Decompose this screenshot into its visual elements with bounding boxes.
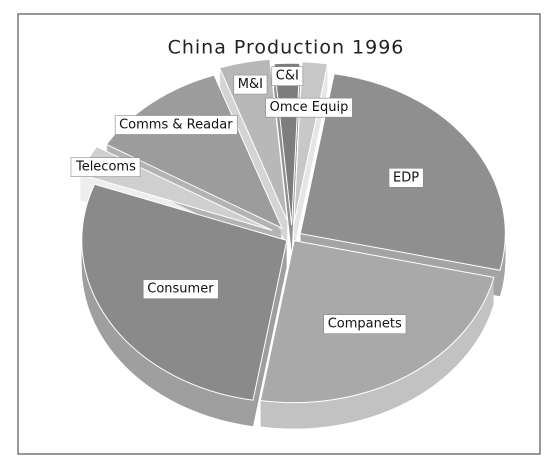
label-box — [323, 314, 407, 335]
label-box — [233, 74, 268, 95]
label-box — [142, 279, 219, 299]
label-box — [388, 168, 424, 188]
slice-label-group: Companets — [323, 314, 407, 335]
slice-label-group: M&I — [233, 74, 268, 95]
slice-label-group: Comms & Readar — [114, 115, 238, 135]
slice-label: EDP — [393, 170, 419, 185]
slice-label-group: EDP — [388, 168, 424, 188]
slice-label: M&I — [238, 77, 263, 92]
slice-label-group: Telecoms — [70, 157, 141, 177]
slice-label: Comms & Readar — [119, 117, 233, 132]
slice-label: C&I — [276, 69, 299, 84]
label-box — [265, 97, 353, 118]
slice-label-group: Consumer — [142, 279, 219, 299]
slice-label: Omce Equip — [270, 100, 349, 115]
slice — [105, 74, 283, 230]
label-box — [114, 115, 238, 135]
slice-label: Consumer — [147, 282, 214, 297]
slice-label-group: Omce Equip — [265, 97, 353, 118]
chart-title: China Production 1996 — [168, 37, 405, 59]
label-box — [271, 66, 304, 87]
slice-label: Companets — [328, 317, 402, 332]
label-box — [70, 157, 141, 177]
slice-label-group: C&I — [271, 66, 304, 87]
slice-label: Telecoms — [75, 160, 136, 175]
